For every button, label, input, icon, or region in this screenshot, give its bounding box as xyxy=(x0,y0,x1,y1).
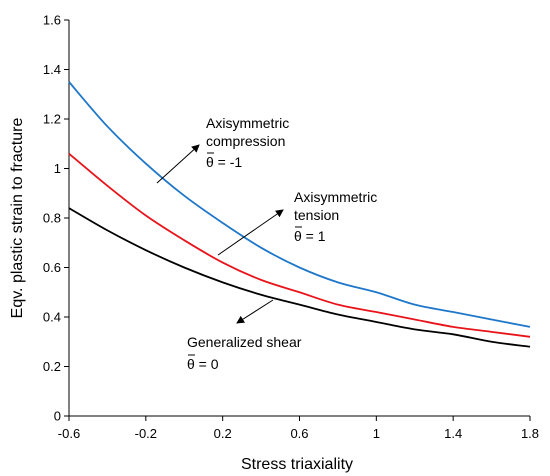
y-tick-label: 0.6 xyxy=(43,260,61,275)
series-group xyxy=(68,81,531,348)
series-line-2 xyxy=(68,207,531,348)
arrow-tension xyxy=(217,209,284,256)
y-tick-label: 0.8 xyxy=(43,211,61,226)
arrow-shear xyxy=(236,299,274,324)
y-tick-label: 0 xyxy=(54,409,61,424)
x-tick-label: 0.2 xyxy=(214,426,232,441)
x-tick-label: -0.6 xyxy=(58,426,80,441)
annotation-shear-line1: Generalized shear xyxy=(187,334,302,350)
annotation-compression-line2: compression xyxy=(206,133,285,149)
annotation-shear: Generalized shear θ = 0 xyxy=(187,299,302,372)
y-tick-label: 1.6 xyxy=(43,13,61,28)
x-axis-title: Stress triaxiality xyxy=(241,456,353,473)
y-tick-label: 0.2 xyxy=(43,359,61,374)
arrow-compression xyxy=(156,144,200,184)
x-tick-label: -0.2 xyxy=(135,426,157,441)
y-axis-ticks: 0 0.2 0.4 0.6 0.8 1 1.2 1.4 1.6 xyxy=(43,13,69,424)
y-tick-label: 1 xyxy=(54,161,61,176)
x-axis-ticks: -0.6 -0.2 0.2 0.6 1 1.4 1.8 xyxy=(58,416,539,441)
annotation-compression: Axisymmetric compression θ = -1 xyxy=(156,115,289,184)
x-tick-label: 1 xyxy=(373,426,380,441)
annotation-tension-line1: Axisymmetric xyxy=(294,189,377,205)
annotation-tension: Axisymmetric tension θ = 1 xyxy=(217,189,377,256)
series-line-0 xyxy=(68,81,531,328)
annotation-shear-theta: θ = 0 xyxy=(187,356,219,372)
annotation-tension-line2: tension xyxy=(294,207,339,223)
y-tick-label: 0.4 xyxy=(43,310,61,325)
x-tick-label: 0.6 xyxy=(290,426,308,441)
annotation-tension-theta: θ = 1 xyxy=(294,228,326,244)
y-tick-label: 1.4 xyxy=(43,62,61,77)
series-line-1 xyxy=(68,152,531,338)
x-tick-label: 1.4 xyxy=(444,426,462,441)
y-tick-label: 1.2 xyxy=(43,112,61,127)
annotation-compression-line1: Axisymmetric xyxy=(206,115,289,131)
y-axis-title: Eqv. plastic strain to fracture xyxy=(9,118,26,319)
x-tick-label: 1.8 xyxy=(521,426,539,441)
annotation-compression-theta: θ = -1 xyxy=(206,154,242,170)
